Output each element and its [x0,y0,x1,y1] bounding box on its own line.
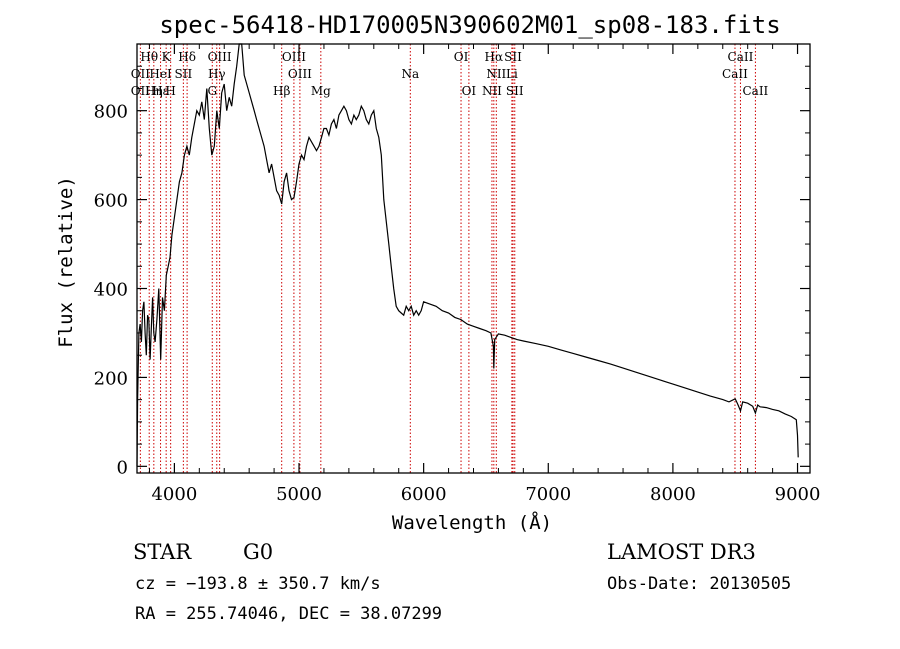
line-label: K [162,50,172,64]
ra-dec: RA = 255.74046, DEC = 38.07299 [135,604,443,624]
redshift-cz: cz = −193.8 ± 350.7 km/s [135,574,381,594]
line-label: OIII [208,50,232,64]
x-tick-label: 9000 [775,484,821,505]
x-tick-label: 7000 [525,484,571,505]
line-label: HeI [149,67,172,81]
line-label: Li [506,67,518,81]
plot-frame [136,43,811,474]
y-tick-label: 200 [94,368,128,389]
x-tick-label: 6000 [401,484,447,505]
axis-ticks: 4000 5000 6000 7000 8000 9000 0 200 400 600 800 [94,44,821,505]
line-label: SII [504,50,522,64]
line-label: Hδ [178,50,196,64]
spectrum-line [136,43,799,467]
object-class: STAR [133,540,192,564]
emission-line-markers [139,44,756,473]
x-tick-label: 8000 [650,484,696,505]
object-subclass: G0 [243,540,274,564]
survey-name: LAMOST DR3 [607,540,756,564]
line-label: OI [462,84,477,98]
line-label: OII [131,67,151,81]
line-label: SII [506,84,524,98]
line-label: Hβ [273,84,290,98]
line-label: OIII [282,50,306,64]
line-label: Hα [485,50,504,64]
y-tick-label: 600 [94,191,128,212]
y-tick-label: 0 [117,457,128,478]
line-label: CaII [722,67,748,81]
line-label: Na [401,67,419,81]
y-tick-label: 800 [94,102,128,123]
line-label: Hε [152,84,169,98]
observation-date: Obs-Date: 20130505 [607,574,792,594]
line-label: Hη [145,84,163,98]
line-label: NII [486,67,506,81]
line-label: Mg [311,84,331,98]
line-label: OI [454,50,469,64]
line-label: OII [131,84,151,98]
x-tick-label: 5000 [276,484,322,505]
chart-title: spec-56418-HD170005N390602M01_sp08-183.f… [159,11,780,39]
line-label: Hθ [140,50,158,64]
line-label: OIII [288,67,312,81]
y-axis-label: Flux (relative) [55,176,77,348]
x-axis-label: Wavelength (Å) [392,511,552,534]
line-label: Hγ [208,67,226,81]
line-label: G [207,84,217,98]
line-label: SII [175,67,193,81]
x-tick-label: 4000 [151,484,197,505]
line-label: NII [482,84,502,98]
y-tick-label: 400 [94,280,128,301]
line-label: CaII [728,50,754,64]
line-label: CaII [742,84,768,98]
line-label: H [165,84,175,98]
